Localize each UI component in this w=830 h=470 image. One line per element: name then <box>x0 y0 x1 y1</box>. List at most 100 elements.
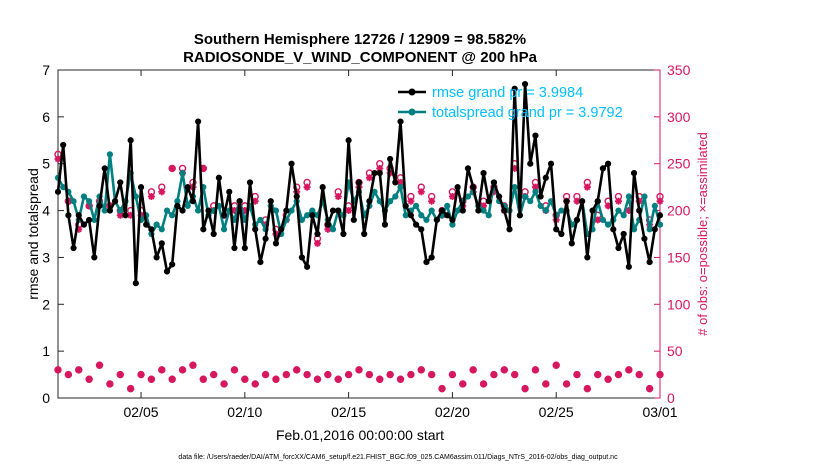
rmse-point <box>527 160 534 167</box>
obs-assimilated-bottom-marker <box>614 371 622 379</box>
obs-star-stroke <box>532 366 539 373</box>
rmse-point <box>340 230 347 238</box>
obs-assimilated-marker <box>303 183 311 191</box>
obs-star-stroke <box>137 371 145 378</box>
rmse-point <box>314 230 321 238</box>
obs-star-stroke <box>252 198 259 205</box>
rmse-point <box>506 226 513 233</box>
obs-star-stroke <box>594 216 601 224</box>
totalspread-point <box>86 198 93 205</box>
obs-assimilated-bottom-marker <box>438 385 446 393</box>
rmse-point <box>132 280 139 287</box>
chart-title-line-2: RADIOSONDE_V_WIND_COMPONENT @ 200 hPa <box>183 49 538 66</box>
obs-assimilated-bottom-marker <box>500 366 508 374</box>
rmse-point <box>246 179 254 186</box>
obs-assimilated-bottom-marker <box>303 371 311 379</box>
obs-star-stroke <box>117 371 124 378</box>
obs-star-stroke <box>304 184 311 191</box>
rmse-point <box>376 169 383 177</box>
rmse-point <box>143 221 150 228</box>
obs-star-stroke <box>324 226 331 233</box>
obs-assimilated-bottom-marker <box>158 366 166 374</box>
rmse-point <box>656 212 664 219</box>
totalspread-point <box>329 226 337 233</box>
y2-tick-label: 200 <box>667 203 691 219</box>
obs-star-stroke <box>501 366 508 373</box>
obs-assimilated-marker <box>407 197 415 205</box>
totalspread-point <box>257 216 264 224</box>
obs-star-stroke <box>553 362 560 369</box>
obs-star-stroke <box>449 193 456 200</box>
totalspread-point <box>428 207 435 214</box>
rmse-point <box>620 230 627 238</box>
obs-assimilated-marker <box>158 188 166 196</box>
obs-star-stroke <box>511 165 518 172</box>
rmse-point <box>200 226 207 233</box>
rmse-point <box>101 165 108 172</box>
y2-tick-label: 0 <box>667 390 675 406</box>
obs-assimilated-bottom-marker <box>293 366 301 374</box>
obs-assimilated-bottom-marker <box>646 385 654 393</box>
rmse-point <box>153 254 160 261</box>
obs-assimilated-bottom-marker <box>127 385 135 393</box>
totalspread-point <box>558 207 565 214</box>
y-tick-label: 6 <box>42 109 50 125</box>
rmse-point <box>122 212 129 219</box>
totalspread-point <box>158 226 165 233</box>
obs-assimilated-marker <box>147 193 155 201</box>
rmse-point <box>407 212 414 219</box>
obs-star-stroke <box>459 380 466 388</box>
obs-star-stroke <box>54 366 62 373</box>
totalspread-point <box>101 207 108 214</box>
obs-assimilated-bottom-marker <box>397 375 405 383</box>
obs-star-stroke <box>646 385 653 392</box>
obs-star-stroke <box>376 165 383 172</box>
obs-assimilated-bottom-marker <box>272 375 280 383</box>
rmse-point <box>179 207 186 214</box>
obs-star-stroke <box>117 212 124 219</box>
obs-star-stroke <box>169 165 176 172</box>
y-axis-label: rmse and totalspread <box>25 168 41 300</box>
rmse-point <box>464 165 472 172</box>
obs-assimilated-bottom-marker <box>85 375 93 383</box>
obs-assimilated-bottom-marker <box>334 375 342 383</box>
obs-star-stroke <box>106 380 113 388</box>
obs-assimilated-bottom-marker <box>480 380 488 388</box>
totalspread-point <box>272 207 280 214</box>
rmse-point <box>605 160 612 167</box>
obs-assimilated-bottom-marker <box>251 380 259 388</box>
obs-star-stroke <box>179 366 186 373</box>
chart-title-line-1: Southern Hemisphere 12726 / 12909 = 98.5… <box>194 31 526 48</box>
rmse-point <box>226 188 233 195</box>
obs-star-stroke <box>418 188 425 195</box>
obs-star-stroke <box>387 371 394 378</box>
rmse-point <box>361 230 368 238</box>
obs-assimilated-marker <box>428 197 436 205</box>
totalspread-point <box>605 221 612 228</box>
y2-tick-label: 300 <box>667 109 691 125</box>
obs-star-stroke <box>573 198 581 205</box>
totalspread-point <box>454 207 461 214</box>
obs-assimilated-bottom-marker <box>583 385 591 393</box>
obs-star-stroke <box>605 202 612 209</box>
obs-star-stroke <box>636 371 643 378</box>
obs-assimilated-bottom-marker <box>189 361 197 369</box>
obs-star-stroke <box>594 371 601 378</box>
totalspread-point <box>304 212 311 219</box>
obs-assimilated-marker <box>334 193 342 201</box>
obs-assimilated-bottom-marker <box>625 366 633 374</box>
obs-star-stroke <box>521 385 529 392</box>
totalspread-point <box>444 202 451 209</box>
totalspread-point <box>423 216 430 224</box>
obs-star-stroke <box>189 362 197 369</box>
rmse-point <box>220 212 228 219</box>
obs-star-stroke <box>542 380 549 388</box>
totalspread-point <box>599 216 607 224</box>
obs-star-stroke <box>314 240 321 247</box>
totalspread-point <box>651 202 658 209</box>
rmse-point <box>335 207 342 214</box>
obs-assimilated-bottom-marker <box>604 375 612 383</box>
rmse-point <box>70 244 77 252</box>
rmse-point <box>350 216 357 224</box>
